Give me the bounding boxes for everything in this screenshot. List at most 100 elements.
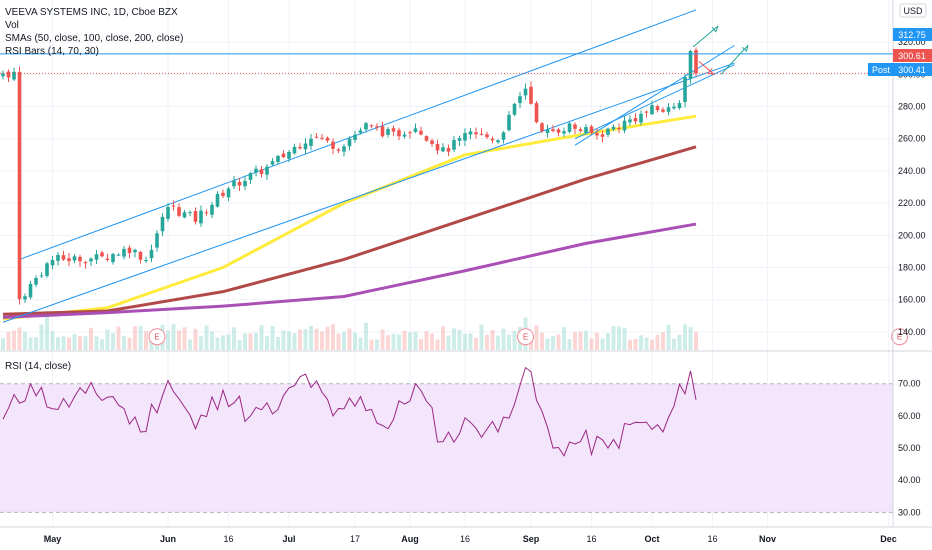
candle-body[interactable]: [28, 283, 33, 298]
candle-body[interactable]: [424, 136, 429, 141]
smas-legend[interactable]: SMAs (50, close, 100, close, 200, close): [5, 33, 183, 44]
candle-body[interactable]: [606, 128, 610, 135]
candle-body[interactable]: [287, 151, 291, 159]
candle-body[interactable]: [353, 134, 357, 140]
candle-body[interactable]: [402, 134, 407, 137]
candle-body[interactable]: [221, 192, 225, 196]
candle-body[interactable]: [67, 258, 71, 262]
candle-body[interactable]: [182, 212, 187, 218]
candle-body[interactable]: [254, 168, 258, 173]
candle-body[interactable]: [512, 103, 517, 115]
candle-body[interactable]: [529, 86, 533, 104]
candle-body[interactable]: [331, 141, 335, 149]
earnings-marker[interactable]: [891, 328, 908, 346]
candle-body[interactable]: [446, 148, 451, 152]
earnings-marker[interactable]: [148, 328, 166, 346]
candle-body[interactable]: [463, 133, 467, 141]
candle-body[interactable]: [243, 180, 247, 187]
candle-body[interactable]: [325, 137, 330, 141]
candle-body[interactable]: [171, 205, 176, 207]
candle-body[interactable]: [650, 105, 654, 115]
candle-body[interactable]: [364, 123, 368, 130]
candle-body[interactable]: [342, 146, 346, 152]
candle-body[interactable]: [490, 138, 495, 141]
trend-channel-line[interactable]: [2, 62, 735, 323]
rsi-legend[interactable]: RSI (14, close): [5, 361, 71, 372]
candle-body[interactable]: [578, 129, 583, 132]
trend-channel-line[interactable]: [574, 64, 735, 140]
candle-body[interactable]: [111, 254, 115, 263]
candle-body[interactable]: [584, 127, 588, 134]
candle-body[interactable]: [666, 107, 671, 112]
candle-body[interactable]: [380, 126, 385, 137]
candle-body[interactable]: [298, 146, 302, 149]
candle-body[interactable]: [177, 207, 181, 216]
candle-body[interactable]: [474, 132, 478, 135]
candle-body[interactable]: [419, 130, 423, 135]
candle-body[interactable]: [138, 251, 143, 260]
candle-body[interactable]: [34, 278, 38, 285]
candle-body[interactable]: [496, 140, 500, 143]
symbol-title[interactable]: VEEVA SYSTEMS INC, 1D, Cboe BZX: [5, 7, 178, 18]
candle-body[interactable]: [694, 50, 698, 74]
candle-body[interactable]: [259, 169, 264, 175]
candle-body[interactable]: [386, 129, 390, 135]
earnings-marker[interactable]: [517, 328, 534, 346]
candle-body[interactable]: [78, 256, 82, 262]
candle-body[interactable]: [45, 263, 49, 276]
candle-body[interactable]: [485, 134, 489, 138]
candle-body[interactable]: [281, 153, 286, 158]
candle-body[interactable]: [562, 131, 566, 134]
currency-box[interactable]: [899, 3, 927, 18]
candle-body[interactable]: [545, 129, 550, 133]
candle-body[interactable]: [50, 259, 55, 266]
candle-body[interactable]: [215, 193, 220, 207]
candle-body[interactable]: [204, 212, 209, 214]
projection-arrow[interactable]: [698, 61, 715, 75]
candle-body[interactable]: [166, 206, 170, 219]
candle-body[interactable]: [127, 247, 132, 253]
candle-body[interactable]: [441, 147, 445, 152]
candle-body[interactable]: [479, 133, 484, 135]
candle-body[interactable]: [457, 138, 462, 141]
candle-body[interactable]: [336, 149, 341, 151]
candle-body[interactable]: [589, 126, 594, 133]
candle-body[interactable]: [672, 106, 676, 109]
candle-body[interactable]: [226, 188, 231, 198]
candle-body[interactable]: [430, 140, 434, 144]
sma-line-200[interactable]: [2, 222, 697, 319]
candle-body[interactable]: [358, 130, 363, 133]
candle-body[interactable]: [199, 210, 203, 224]
candle-body[interactable]: [270, 161, 275, 165]
candle-body[interactable]: [655, 106, 660, 111]
projection-arrow[interactable]: [720, 45, 749, 75]
candle-body[interactable]: [122, 248, 126, 257]
candle-body[interactable]: [100, 252, 104, 257]
candle-body[interactable]: [1, 73, 5, 77]
candle-body[interactable]: [72, 256, 77, 261]
candle-body[interactable]: [523, 88, 528, 96]
candle-body[interactable]: [17, 71, 22, 300]
candle-body[interactable]: [369, 125, 374, 127]
candle-body[interactable]: [540, 123, 544, 132]
candle-body[interactable]: [320, 137, 324, 139]
candle-body[interactable]: [276, 155, 280, 162]
candle-body[interactable]: [155, 233, 159, 248]
candle-body[interactable]: [501, 132, 506, 140]
candle-body[interactable]: [639, 113, 643, 123]
candle-body[interactable]: [314, 136, 319, 138]
candle-body[interactable]: [468, 131, 473, 135]
candle-body[interactable]: [452, 140, 456, 150]
candle-body[interactable]: [600, 134, 605, 137]
candle-body[interactable]: [551, 129, 555, 131]
candle-body[interactable]: [188, 212, 192, 214]
trend-channel-line[interactable]: [19, 9, 697, 260]
candle-body[interactable]: [611, 127, 616, 130]
candle-body[interactable]: [237, 181, 242, 186]
candle-body[interactable]: [56, 254, 60, 261]
candle-body[interactable]: [408, 132, 412, 134]
candle-body[interactable]: [622, 120, 627, 131]
candle-body[interactable]: [193, 211, 198, 222]
candle-body[interactable]: [677, 103, 682, 109]
